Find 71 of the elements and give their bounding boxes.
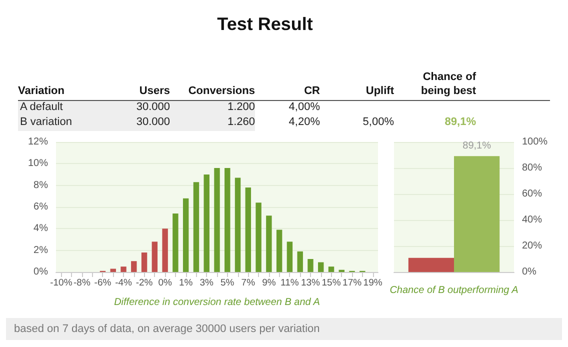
x-tick-label: 3% — [200, 278, 214, 288]
x-tick-label: 13% — [300, 278, 321, 288]
text: 4,20% — [288, 116, 320, 128]
x-axis-title: Chance of B outperforming A — [390, 285, 519, 296]
y-tick-label: 4% — [34, 223, 48, 234]
bar — [328, 266, 334, 272]
x-axis-title: Difference in conversion rate between B and A — [114, 297, 320, 308]
x-tick-label: -8% — [74, 278, 91, 288]
y-tick-label: 80% — [522, 162, 542, 174]
category-label: CR — [303, 84, 320, 98]
x-tick-label: 5% — [220, 278, 235, 288]
bar — [214, 168, 220, 272]
y-tick-label: 6% — [34, 202, 48, 212]
text: 1.260 — [227, 116, 255, 128]
x-tick-label: -4% — [115, 278, 133, 288]
category-label: Variation — [18, 84, 66, 98]
bar — [224, 168, 230, 272]
y-tick-label: 100% — [522, 136, 548, 148]
bar — [172, 214, 178, 272]
bar — [141, 252, 148, 272]
bar — [120, 266, 126, 272]
bar — [193, 182, 200, 272]
y-tick-label: 2% — [34, 244, 48, 256]
bar — [245, 188, 252, 272]
x-tick-label: -2% — [136, 278, 154, 288]
text: based on 7 days of data, on average 30000 users per variation — [6, 318, 562, 340]
x-tick-label: 17% — [342, 278, 362, 288]
bar — [266, 216, 272, 272]
bar — [131, 261, 137, 272]
x-tick-label: 9% — [262, 278, 276, 288]
category-label: Uplift — [364, 84, 394, 98]
y-tick-label: 10% — [28, 158, 48, 170]
text: 4,00% — [288, 101, 320, 113]
data-label: 89,1% — [462, 140, 492, 152]
x-tick-label: 15% — [322, 278, 342, 288]
bar — [318, 262, 324, 272]
y-tick-label: 20% — [522, 240, 542, 252]
x-tick-label: -10% — [50, 278, 73, 288]
category-label: A default — [20, 101, 63, 113]
bar — [162, 228, 168, 272]
bar — [182, 198, 189, 272]
category-label: Chance of being best — [420, 70, 476, 98]
x-tick-label: 0% — [158, 278, 172, 288]
x-tick-label: 1% — [178, 278, 194, 288]
bar — [256, 202, 262, 272]
x-tick-label: 11% — [280, 278, 300, 288]
bar — [204, 174, 210, 272]
y-tick-label: 40% — [522, 214, 542, 226]
text: 30.000 — [136, 101, 170, 113]
text: 1.200 — [227, 101, 255, 113]
y-tick-label: 8% — [34, 180, 48, 191]
bar — [234, 178, 241, 272]
text: 89,1% — [444, 116, 476, 128]
bar — [152, 242, 158, 272]
x-tick-label: 19% — [363, 278, 383, 288]
bar — [286, 242, 293, 272]
category-label: Users — [138, 84, 170, 98]
y-tick-label: 60% — [522, 188, 542, 200]
x-tick-label: 7% — [241, 278, 256, 288]
bar — [297, 251, 303, 272]
y-tick-label: 0% — [522, 266, 537, 278]
bar — [308, 259, 314, 272]
bar — [276, 230, 282, 272]
x-tick-label: -6% — [94, 278, 112, 288]
text: Test Result — [216, 14, 314, 35]
text: 30.000 — [136, 116, 170, 128]
category-label: B variation — [20, 116, 72, 128]
y-tick-label: 0% — [34, 266, 48, 278]
category-label: Conversions — [187, 84, 255, 98]
text: 5,00% — [362, 116, 394, 128]
y-tick-label: 12% — [28, 136, 48, 148]
